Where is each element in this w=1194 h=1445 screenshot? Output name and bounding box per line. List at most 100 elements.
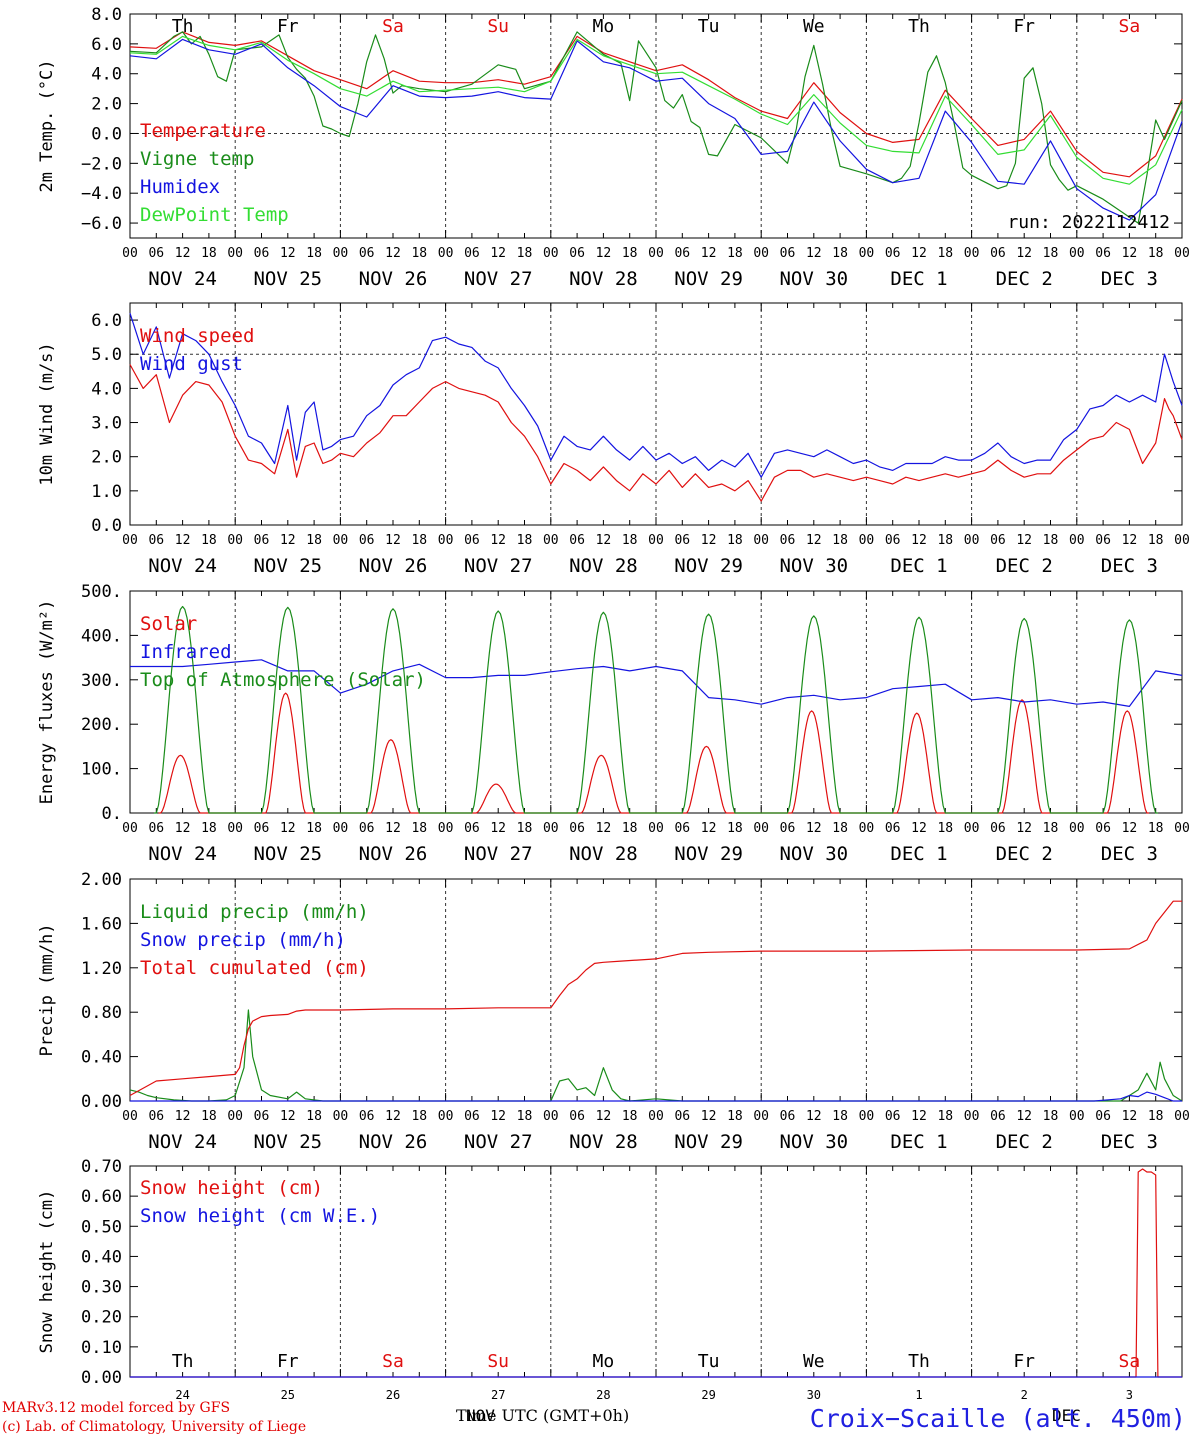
y-tick-label: 6.0 xyxy=(91,311,122,331)
x-hour-label: 18 xyxy=(832,821,848,836)
day-of-week-label: Sa xyxy=(1119,16,1141,37)
x-hour-label: 12 xyxy=(280,1109,296,1124)
x-hour-label: 12 xyxy=(701,1109,717,1124)
x-date-label: NOV 25 xyxy=(253,1131,322,1153)
x-hour-label: 18 xyxy=(1043,533,1059,548)
x-hour-label: 18 xyxy=(1148,533,1164,548)
x-hour-label: 12 xyxy=(806,246,822,261)
x-hour-label: 06 xyxy=(359,821,375,836)
x-date-label: NOV 27 xyxy=(464,843,533,865)
day-of-week-label: Su xyxy=(487,16,509,37)
x-date-label: NOV 25 xyxy=(253,555,322,577)
day-of-week-label: We xyxy=(803,16,825,37)
x-hour-label: 00 xyxy=(543,821,559,836)
y-axis-label: 2m Temp. (°C) xyxy=(37,59,57,192)
x-hour-label: 00 xyxy=(1069,1109,1085,1124)
x-date-label: NOV 26 xyxy=(359,555,428,577)
month-label-nov: NOV xyxy=(466,1406,495,1425)
day-of-week-label: Tu xyxy=(698,1351,720,1372)
x-day-number: 3 xyxy=(1126,1388,1133,1402)
x-date-label: NOV 25 xyxy=(253,268,322,290)
series-line-infrared xyxy=(130,659,1183,708)
x-hour-label: 18 xyxy=(832,246,848,261)
x-hour-label: 06 xyxy=(569,246,585,261)
legend-entry-wind-speed: Wind speed xyxy=(140,325,254,347)
day-of-week-label: Th xyxy=(172,16,194,37)
y-tick-label: −2.0 xyxy=(81,154,122,174)
x-hour-label: 00 xyxy=(1069,821,1085,836)
y-tick-label: 0.00 xyxy=(81,1092,122,1112)
x-date-label: NOV 27 xyxy=(464,268,533,290)
x-date-label: DEC 2 xyxy=(996,843,1053,865)
y-axis-label: 10m Wind (m/s) xyxy=(37,342,57,485)
x-hour-label: 06 xyxy=(780,821,796,836)
y-axis-label: Precip (mm/h) xyxy=(37,923,57,1056)
x-hour-label: 18 xyxy=(727,533,743,548)
x-hour-label: 06 xyxy=(569,533,585,548)
x-hour-label: 18 xyxy=(832,533,848,548)
series-line-liquid-precip-mm-h xyxy=(129,1009,1183,1102)
x-hour-label: 12 xyxy=(806,821,822,836)
x-date-label: DEC 1 xyxy=(890,268,947,290)
series-line-top-of-atmosphere-solar xyxy=(154,605,1158,814)
day-of-week-label: Su xyxy=(487,1351,509,1372)
x-hour-label: 12 xyxy=(1016,1109,1032,1124)
x-hour-label: 18 xyxy=(937,821,953,836)
x-hour-label: 18 xyxy=(411,821,427,836)
x-hour-label: 00 xyxy=(859,533,875,548)
x-day-number: 24 xyxy=(175,1388,189,1402)
x-hour-label: 18 xyxy=(411,246,427,261)
x-hour-label: 06 xyxy=(254,1109,270,1124)
x-date-label: NOV 28 xyxy=(569,1131,638,1153)
x-hour-label: 12 xyxy=(596,1109,612,1124)
x-date-label: NOV 28 xyxy=(569,843,638,865)
day-of-week-label: Th xyxy=(908,16,930,37)
day-of-week-label: Sa xyxy=(1119,1351,1141,1372)
x-hour-label: 12 xyxy=(175,533,191,548)
x-hour-label: 06 xyxy=(464,1109,480,1124)
x-hour-label: 18 xyxy=(411,1109,427,1124)
x-date-label: NOV 29 xyxy=(674,268,743,290)
x-date-label: NOV 24 xyxy=(148,1131,217,1153)
x-date-label: NOV 30 xyxy=(779,843,848,865)
x-hour-label: 06 xyxy=(780,246,796,261)
x-date-label: NOV 25 xyxy=(253,843,322,865)
x-hour-label: 12 xyxy=(806,533,822,548)
x-date-label: DEC 1 xyxy=(890,1131,947,1153)
legend-entry-total-cumulated-cm: Total cumulated (cm) xyxy=(140,957,369,979)
x-hour-label: 06 xyxy=(885,1109,901,1124)
y-tick-label: 0.50 xyxy=(81,1217,122,1237)
x-date-label: NOV 29 xyxy=(674,555,743,577)
x-hour-label: 06 xyxy=(148,1109,164,1124)
x-hour-label: 12 xyxy=(490,533,506,548)
x-hour-label: 00 xyxy=(122,821,138,836)
x-hour-label: 00 xyxy=(438,1109,454,1124)
x-day-number: 25 xyxy=(281,1388,295,1402)
x-hour-label: 12 xyxy=(701,821,717,836)
x-day-number: 29 xyxy=(701,1388,715,1402)
x-hour-label: 18 xyxy=(622,533,638,548)
x-hour-label: 18 xyxy=(517,246,533,261)
x-date-label: DEC 3 xyxy=(1101,843,1158,865)
x-hour-label: 00 xyxy=(227,1109,243,1124)
x-hour-label: 12 xyxy=(596,821,612,836)
station-title: Croix−Scaille (alt. 450m) xyxy=(809,1404,1186,1433)
x-hour-label: 06 xyxy=(569,821,585,836)
x-day-number: 1 xyxy=(915,1388,922,1402)
x-hour-label: 12 xyxy=(911,246,927,261)
day-of-week-label: Fr xyxy=(1013,1351,1035,1372)
x-date-label: NOV 24 xyxy=(148,843,217,865)
y-tick-label: 0.0 xyxy=(91,124,122,144)
x-hour-label: 00 xyxy=(227,821,243,836)
x-hour-label: 06 xyxy=(674,1109,690,1124)
x-hour-label: 00 xyxy=(1174,821,1190,836)
x-hour-label: 18 xyxy=(937,1109,953,1124)
series-line-vigne-temp xyxy=(129,31,1183,224)
y-tick-label: 0. xyxy=(102,804,122,824)
x-hour-label: 12 xyxy=(1016,821,1032,836)
x-date-label: NOV 30 xyxy=(779,268,848,290)
x-hour-label: 12 xyxy=(701,246,717,261)
y-tick-label: −4.0 xyxy=(81,184,122,204)
x-date-label: DEC 2 xyxy=(996,555,1053,577)
x-hour-label: 06 xyxy=(359,1109,375,1124)
